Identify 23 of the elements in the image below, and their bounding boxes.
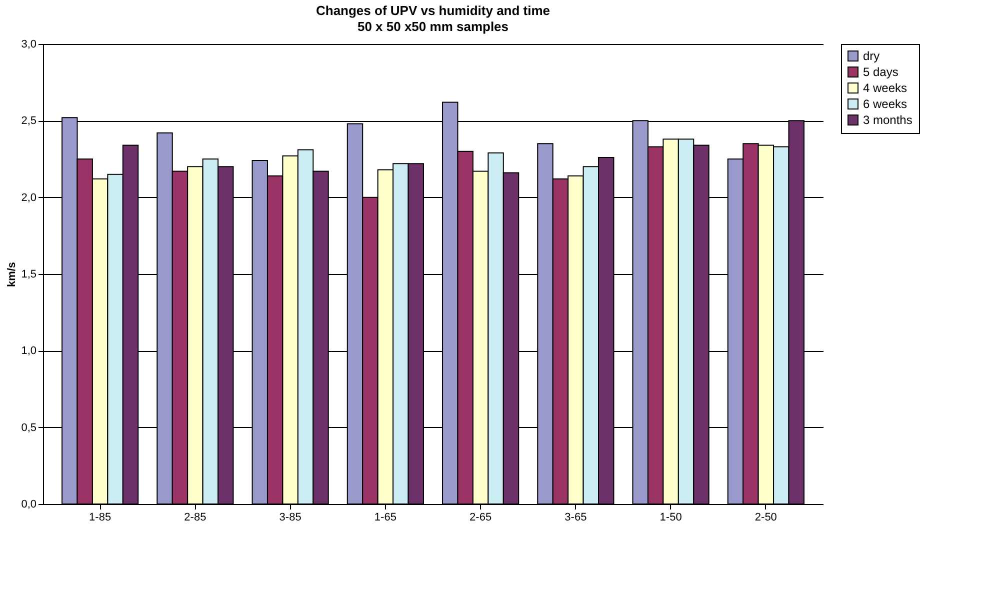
- x-tick-label: 2-50: [754, 512, 777, 524]
- y-axis-title: km/s: [6, 262, 18, 288]
- x-tick-label: 3-65: [564, 512, 587, 524]
- legend-label: 3 months: [863, 113, 912, 127]
- y-tick-label: 1,5: [21, 268, 36, 280]
- y-tick-label: 2,0: [21, 192, 36, 204]
- legend-label: dry: [863, 49, 880, 63]
- legend-label: 5 days: [863, 65, 898, 79]
- y-tick-label: 3,0: [21, 38, 36, 50]
- x-tick-label: 2-85: [184, 512, 206, 524]
- x-tick-label: 1-50: [660, 512, 682, 524]
- x-tick-label: 2-65: [470, 512, 492, 524]
- y-tick-label: 1,0: [21, 345, 36, 358]
- legend-label: 6 weeks: [863, 97, 908, 111]
- y-tick-label: 0,5: [21, 422, 36, 434]
- chart-subtitle: 50 x 50 x50 mm samples: [357, 19, 509, 34]
- legend-label: 4 weeks: [863, 81, 908, 95]
- x-tick-label: 3-85: [279, 512, 302, 524]
- x-tick-label: 1-65: [374, 512, 396, 524]
- y-tick-label: 0,0: [21, 498, 36, 510]
- y-tick-label: 2,5: [21, 115, 36, 128]
- x-tick-label: 1-85: [89, 512, 112, 524]
- chart-title: Changes of UPV vs humidity and time: [316, 3, 550, 18]
